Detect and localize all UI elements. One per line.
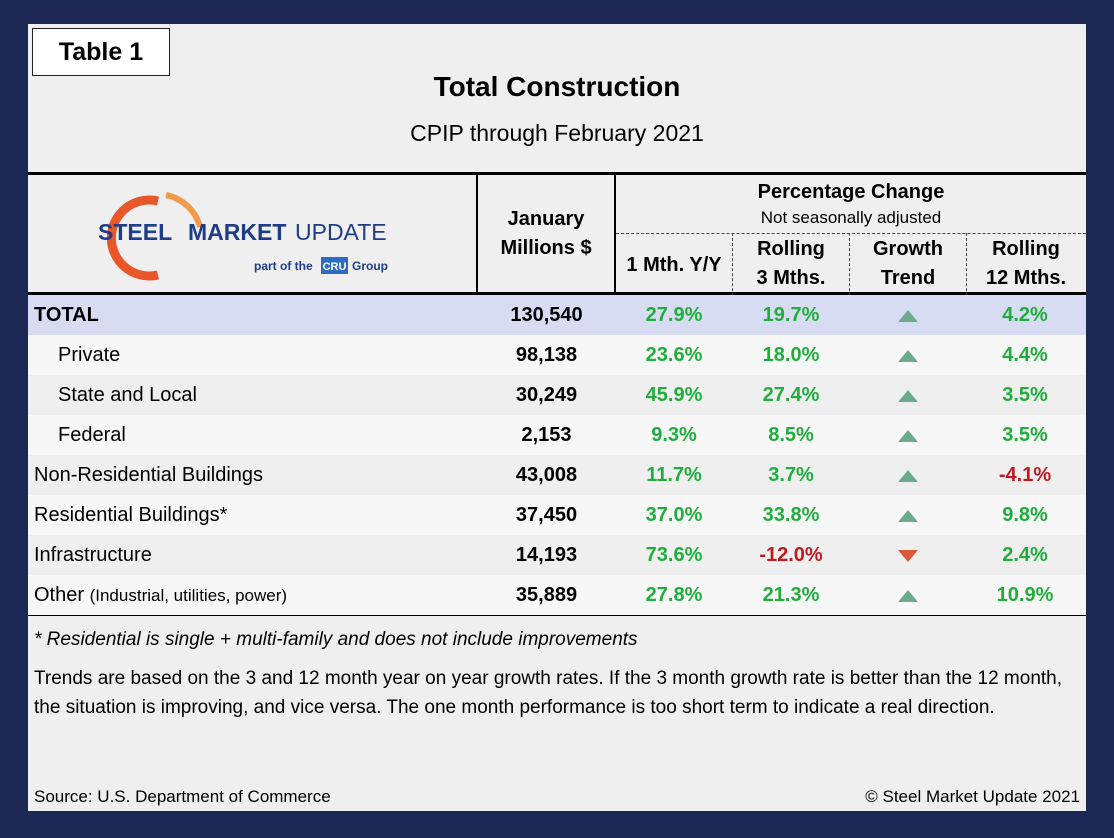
header-growth-line1: Growth (873, 238, 943, 260)
table-row: TOTAL 130,540 27.9% 19.7% 4.2% (28, 295, 1086, 335)
table-row: Residential Buildings* 37,450 37.0% 33.8… (28, 495, 1086, 535)
row-label: Non-Residential Buildings (34, 464, 264, 486)
header-growth-trend: Growth Trend (850, 235, 966, 293)
trend-icon (850, 455, 966, 495)
trend-icon (850, 295, 966, 335)
row-rolling3: 8.5% (768, 424, 814, 446)
row-rolling3: 27.4% (762, 384, 820, 406)
footnote: * Residential is single + multi-family a… (34, 629, 638, 650)
row-rolling3: 18.0% (762, 344, 820, 366)
header-rolling3: Rolling 3 Mths. (733, 235, 849, 293)
row-rolling12: 10.9% (996, 584, 1054, 606)
row-label: Federal (58, 424, 126, 446)
table-panel: Table 1 Total Construction CPIP through … (28, 24, 1086, 811)
svg-text:CRU: CRU (323, 261, 347, 273)
header-top-rule (28, 172, 1086, 175)
table-row: Federal 2,153 9.3% 8.5% 3.5% (28, 415, 1086, 455)
header-rolling12-line1: Rolling (992, 238, 1060, 260)
copyright-note: © Steel Market Update 2021 (865, 787, 1080, 806)
trend-icon (850, 415, 966, 455)
page-subtitle: CPIP through February 2021 (410, 120, 704, 146)
table-row: Infrastructure 14,193 73.6% -12.0% 2.4% (28, 535, 1086, 575)
row-rolling3: 19.7% (762, 304, 820, 326)
header-january: January Millions $ (478, 205, 614, 263)
row-rolling12: 9.8% (1002, 504, 1048, 526)
row-january: 14,193 (515, 544, 578, 566)
trend-icon (850, 335, 966, 375)
row-rolling12: 3.5% (1002, 384, 1048, 406)
pct-change-divider (616, 233, 1086, 234)
row-label: Private (58, 344, 121, 366)
steel-market-update-logo: STEEL MARKET UPDATE part of the CRU Grou… (98, 192, 388, 281)
row-january: 98,138 (515, 344, 578, 366)
header-january-line1: January (507, 208, 585, 230)
svg-text:UPDATE: UPDATE (295, 219, 387, 245)
svg-text:MARKET: MARKET (188, 219, 286, 245)
row-one-month: 73.6% (645, 544, 703, 566)
trend-icon (850, 495, 966, 535)
row-label-sub: (Industrial, utilities, power) (89, 586, 288, 605)
row-one-month: 37.0% (645, 504, 703, 526)
row-rolling3: 3.7% (768, 464, 814, 486)
row-label: Infrastructure (34, 544, 152, 566)
row-january: 30,249 (515, 384, 578, 406)
row-label: Other (Industrial, utilities, power) (34, 575, 287, 615)
trend-icon (850, 575, 966, 615)
row-one-month: 23.6% (645, 344, 703, 366)
row-one-month: 27.8% (645, 584, 703, 606)
row-one-month: 11.7% (646, 464, 702, 486)
row-rolling3: -12.0% (759, 544, 823, 566)
row-rolling12: -4.1% (998, 464, 1052, 486)
svg-text:STEEL: STEEL (98, 219, 172, 245)
header-rolling12: Rolling 12 Mths. (967, 235, 1085, 293)
row-one-month: 27.9% (645, 304, 703, 326)
trend-icon (850, 535, 966, 575)
table-row: Private 98,138 23.6% 18.0% 4.4% (28, 335, 1086, 375)
header-january-line2: Millions $ (500, 237, 592, 259)
row-label: Residential Buildings* (34, 504, 228, 526)
row-january: 43,008 (515, 464, 578, 486)
row-rolling12: 4.2% (1002, 304, 1048, 326)
table-row: State and Local 30,249 45.9% 27.4% 3.5% (28, 375, 1086, 415)
source-note: Source: U.S. Department of Commerce (34, 787, 331, 806)
row-january: 130,540 (510, 304, 583, 326)
header-growth-line2: Trend (880, 267, 936, 289)
row-label-main: Other (34, 584, 85, 606)
svg-text:Group: Group (352, 259, 388, 273)
row-january: 2,153 (521, 424, 572, 446)
row-rolling12: 2.4% (1002, 544, 1048, 566)
row-one-month: 45.9% (645, 384, 703, 406)
row-rolling12: 3.5% (1002, 424, 1048, 446)
row-rolling12: 4.4% (1002, 344, 1048, 366)
header-bottom-rule (28, 292, 1086, 295)
header-not-seasonal: Not seasonally adjusted (760, 208, 942, 227)
trend-icon (850, 375, 966, 415)
header-pct-change: Percentage Change (757, 181, 945, 203)
table-tag: Table 1 (32, 28, 170, 76)
svg-text:part of the: part of the (254, 259, 313, 273)
row-january: 35,889 (515, 584, 578, 606)
header-rolling3-line1: Rolling (757, 238, 825, 260)
row-label: State and Local (58, 384, 197, 406)
table-row: Non-Residential Buildings 43,008 11.7% 3… (28, 455, 1086, 495)
row-january: 37,450 (515, 504, 578, 526)
header-rolling12-line2: 12 Mths. (985, 267, 1067, 289)
header-rolling3-line2: 3 Mths. (756, 267, 826, 289)
trends-note: Trends are based on the 3 and 12 month y… (34, 668, 1063, 718)
table-row: Other (Industrial, utilities, power) 35,… (28, 575, 1086, 615)
row-label: TOTAL (34, 304, 99, 326)
row-rolling3: 33.8% (762, 504, 820, 526)
header-one-month: 1 Mth. Y/Y (626, 254, 722, 276)
row-one-month: 9.3% (651, 424, 697, 446)
page-title: Total Construction (433, 71, 681, 102)
row-rolling3: 21.3% (762, 584, 820, 606)
